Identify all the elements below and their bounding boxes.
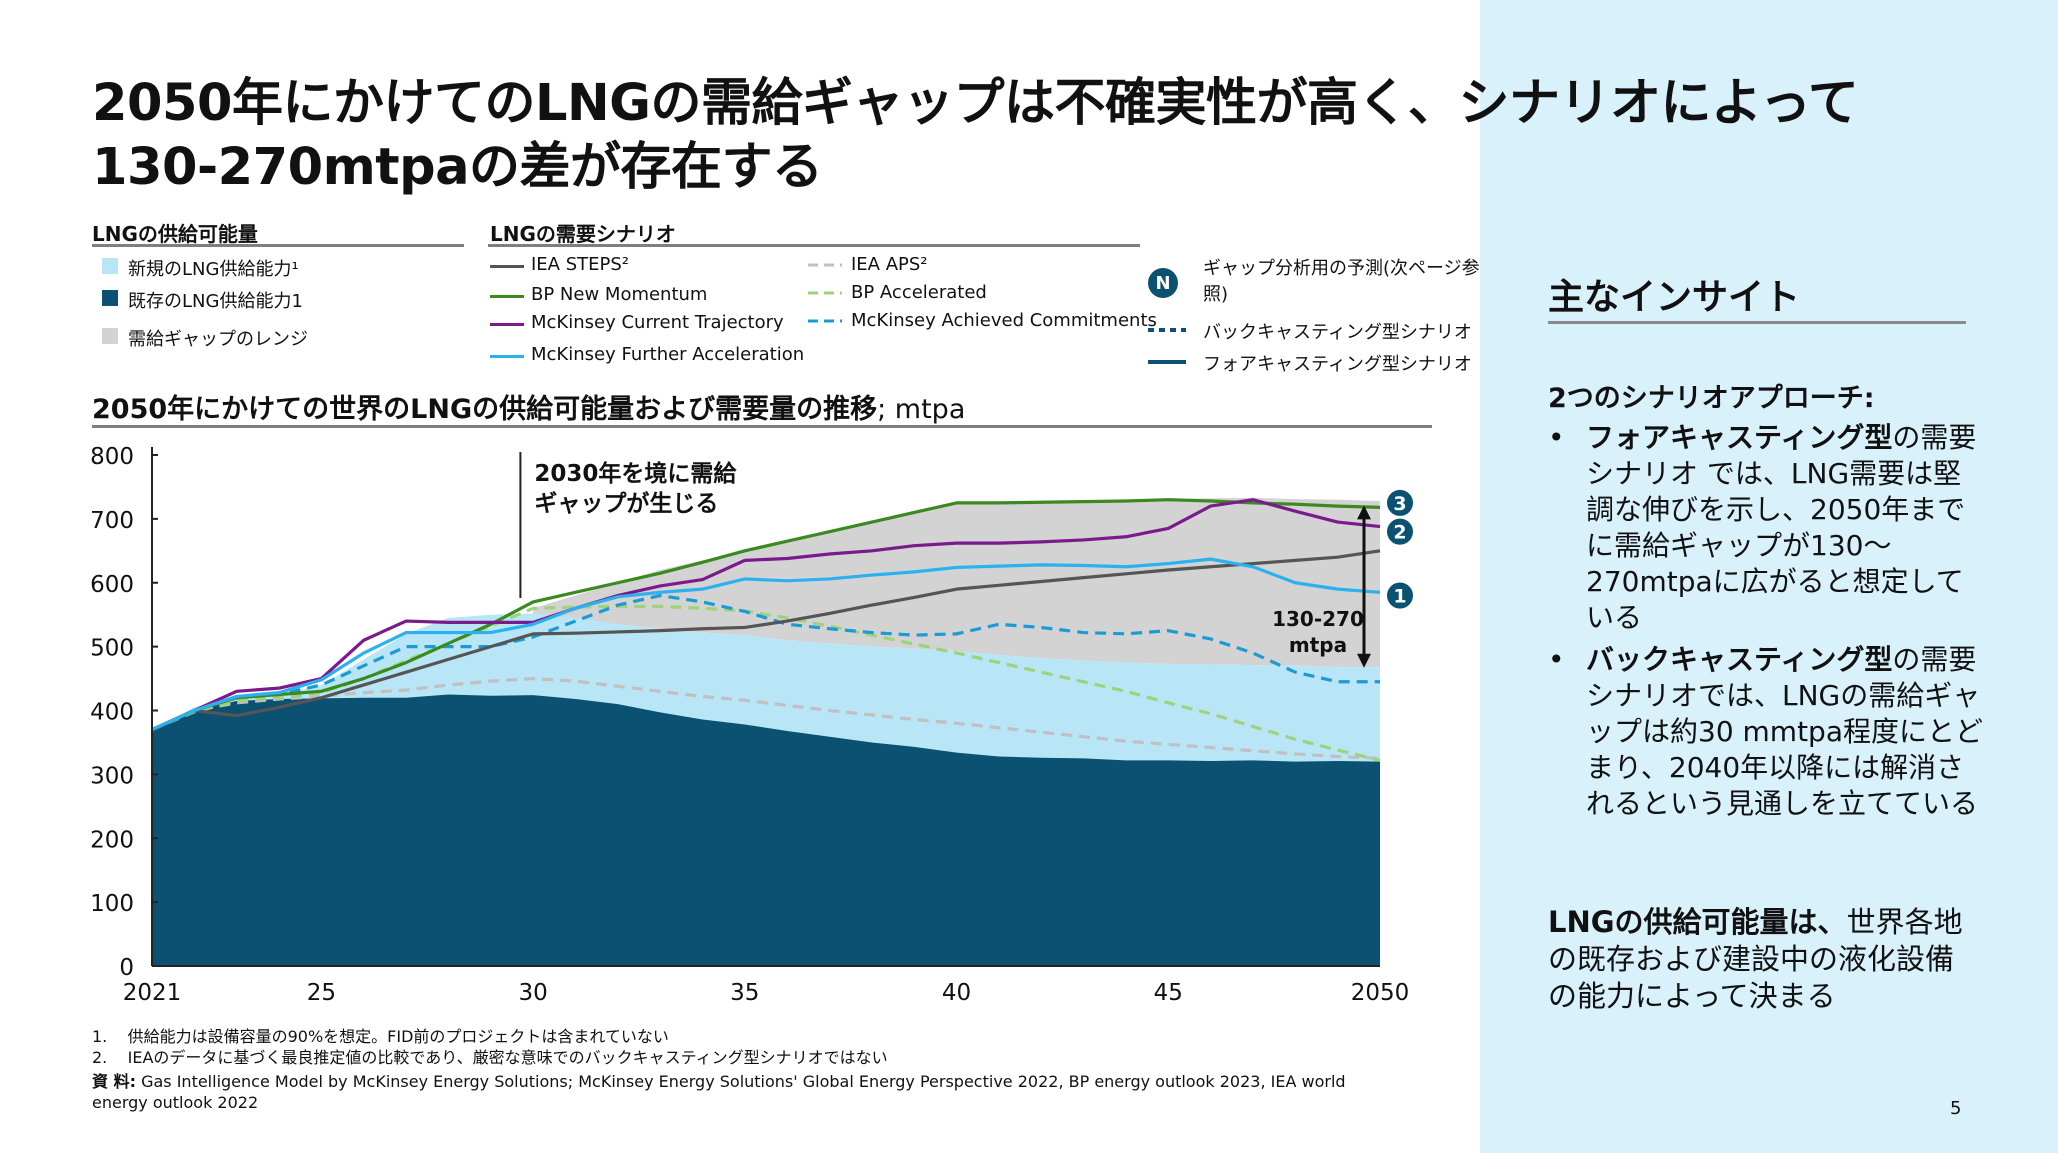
lng-supply-demand-chart: 0 100 200 300 400 500 600 700 800 2021 25 30 35 40 45 2… [90, 444, 1415, 1006]
insight-panel [1480, 0, 2058, 1153]
y-tick-label: 300 [90, 763, 134, 789]
legend-bp-accelerated: BP Accelerated [851, 282, 987, 303]
x-tick-label: 30 [518, 980, 547, 1006]
gap-start-text-line2: ギャップが生じる [534, 490, 718, 517]
scenario-marker-1 [1385, 580, 1415, 611]
legend-line-bp-new-momentum [490, 295, 524, 298]
legend-iea-steps: IEA STEPS² [531, 254, 630, 275]
gap-badge-text: ギャップ分析用の予測(次ページ参照) [1203, 258, 1480, 305]
scenario-marker-2 [1385, 516, 1415, 547]
legend-bp-new-momentum: BP New Momentum [531, 284, 708, 305]
y-tick-label: 700 [90, 508, 134, 534]
source-note: 資 料: Gas Intelligence Model by McKinsey … [92, 1072, 1346, 1112]
x-tick-label: 25 [307, 980, 336, 1006]
series-line-mckinsey-current-trajectory [151, 498, 1381, 732]
y-tick-label: 400 [90, 700, 134, 726]
range-label-line1: 130-270 [1272, 607, 1364, 631]
existing-supply-layer [152, 694, 1380, 966]
demand-lines-layer [151, 498, 1381, 762]
page-number: 5 [1950, 1098, 1962, 1119]
gap-badge-icon: N [1148, 268, 1178, 298]
legend-gap-range: 需給ギャップのレンジ [128, 329, 308, 350]
scenario-marker-label: 3 [1393, 493, 1406, 515]
insight-heading: 主なインサイト [1548, 277, 1801, 318]
legend-existing-supply: 既存のLNG供給能力1 [128, 291, 303, 312]
existing-supply-area [152, 694, 1380, 966]
legend-dashed-swatches [808, 263, 842, 323]
legend-line-mckinsey-current [490, 323, 524, 326]
legend-mckinsey-current: McKinsey Current Trajectory [531, 312, 784, 333]
demand-legend-heading: LNGの需要シナリオ [490, 222, 676, 246]
y-tick-label: 0 [119, 955, 134, 981]
legend-new-supply: 新規のLNG供給能力¹ [128, 259, 299, 280]
y-tick-label: 500 [90, 636, 134, 662]
page-title: 2050年にかけてのLNGの需給ギャップは不確実性が高く、シナリオによって130… [92, 74, 1859, 197]
x-tick-label: 45 [1154, 980, 1183, 1006]
range-label-line2: mtpa [1289, 633, 1347, 657]
x-tick-label: 40 [942, 980, 971, 1006]
legend-iea-aps: IEA APS² [851, 254, 928, 275]
gap-range-swatch [102, 328, 118, 344]
y-tick-label: 200 [90, 827, 134, 853]
bullet-dot: • [1548, 643, 1565, 676]
x-tick-label: 2021 [123, 980, 182, 1006]
legend-mckinsey-achieved: McKinsey Achieved Commitments [851, 310, 1157, 331]
scenario-marker-label: 2 [1393, 522, 1406, 544]
existing-supply-swatch [102, 290, 118, 306]
series-line-iea-aps [151, 676, 1381, 761]
y-tick-label: 100 [90, 891, 134, 917]
series-line-mckinsey-further-acceleration [151, 557, 1381, 732]
footnote-1: 1. 供給能力は設備容量の90%を想定。FID前のプロジェクトは含まれていない [92, 1027, 669, 1046]
demand-legend-rule [488, 244, 1140, 247]
footnote-2: 2. IEAのデータに基づく最良推定値の比較であり、厳密な意味でのバックキャステ… [92, 1048, 888, 1067]
insight-subheading: 2つのシナリオアプローチ: [1548, 383, 1875, 414]
new-supply-swatch [102, 258, 118, 274]
gap-range-layer [533, 497, 1380, 668]
chart-title-rule [92, 425, 1432, 428]
gap-start-text-line1: 2030年を境に需給 [534, 460, 737, 487]
range-arrow-head-bottom [1357, 653, 1371, 668]
insight-closing: LNGの供給可能量は、世界各地の既存および建設中の液化設備の能力によって決まる [1548, 905, 1963, 1013]
range-arrow-head-top [1357, 505, 1371, 520]
y-tick-label: 600 [90, 572, 134, 598]
insight-bullet-backcasting: • バックキャスティング型の需要シナリオでは、LNGの需給ギャップは約30 mm… [1548, 643, 1983, 820]
series-line-bp-accelerated [151, 604, 1381, 762]
series-line-mckinsey-achieved-commitments [151, 593, 1380, 732]
legend-forecasting: フォアキャスティング型シナリオ [1203, 354, 1472, 375]
supply-legend-rule [92, 244, 464, 247]
series-line-bp-new-momentum [151, 498, 1381, 732]
axis-layer: 0 100 200 300 400 500 600 700 800 2021 25 30 35 40 45 2… [90, 444, 1409, 1006]
gap-legend-swatches [1148, 328, 1186, 364]
x-tick-label: 35 [730, 980, 759, 1006]
gap-range-area [533, 497, 1380, 668]
x-tick-label: 2050 [1351, 980, 1410, 1006]
chart-title: 2050年にかけての世界のLNGの供給可能量および需要量の推移; mtpa [92, 394, 966, 425]
legend-line-mckinsey-further [490, 355, 524, 358]
legend-mckinsey-further: McKinsey Further Acceleration [531, 344, 805, 365]
supply-legend-heading: LNGの供給可能量 [92, 222, 258, 246]
series-line-iea-steps [151, 549, 1381, 732]
bullet-dot: • [1548, 421, 1565, 454]
legend-backcasting: バックキャスティング型シナリオ [1203, 322, 1472, 343]
y-tick-label: 800 [90, 444, 134, 470]
insight-heading-rule [1548, 321, 1966, 324]
legend-line-iea-steps [490, 265, 524, 268]
insight-bullet-forecasting: • フォアキャスティング型の需要シナリオ では、LNG需要は堅調な伸びを示し、2… [1548, 421, 1977, 634]
svg-text:N: N [1155, 273, 1170, 294]
scenario-marker-label: 1 [1393, 586, 1406, 608]
